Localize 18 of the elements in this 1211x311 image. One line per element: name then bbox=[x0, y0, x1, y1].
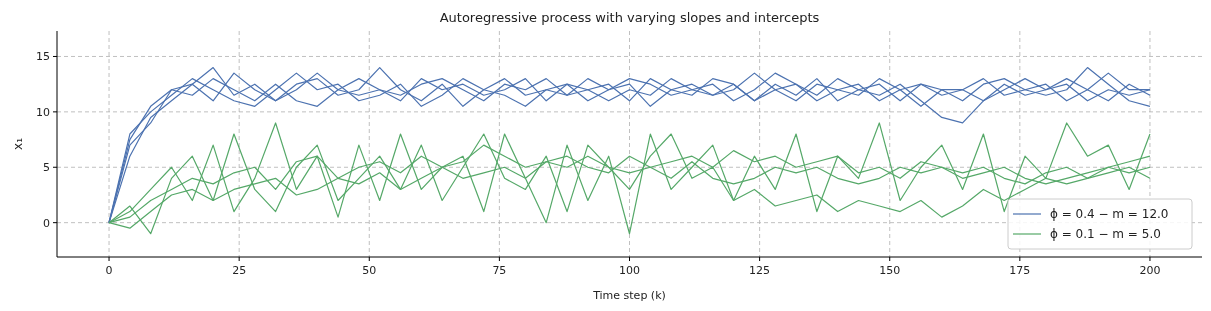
y-tick-label: 0 bbox=[43, 216, 50, 230]
x-tick-label: 125 bbox=[749, 264, 771, 277]
x-tick-label: 75 bbox=[492, 264, 507, 277]
legend-label: ϕ = 0.4 − m = 12.0 bbox=[1050, 207, 1169, 221]
y-tick-label: 10 bbox=[36, 105, 50, 119]
x-tick-label: 175 bbox=[1009, 264, 1031, 277]
x-tick-label: 100 bbox=[619, 264, 640, 277]
x-tick-label: 25 bbox=[232, 264, 247, 277]
y-tick-label: 5 bbox=[43, 161, 50, 175]
x-tick-label: 50 bbox=[362, 264, 377, 277]
y-axis-title: x₁ bbox=[11, 137, 25, 150]
legend-label: ϕ = 0.1 − m = 5.0 bbox=[1050, 227, 1161, 241]
x-tick-label: 0 bbox=[105, 264, 113, 277]
x-tick-label: 150 bbox=[879, 264, 901, 277]
x-axis-title: Time step (k) bbox=[592, 289, 666, 302]
x-tick-label: 200 bbox=[1139, 264, 1161, 277]
chart-title: Autoregressive process with varying slopes and intercepts bbox=[439, 10, 820, 25]
y-tick-label: 15 bbox=[36, 50, 50, 64]
